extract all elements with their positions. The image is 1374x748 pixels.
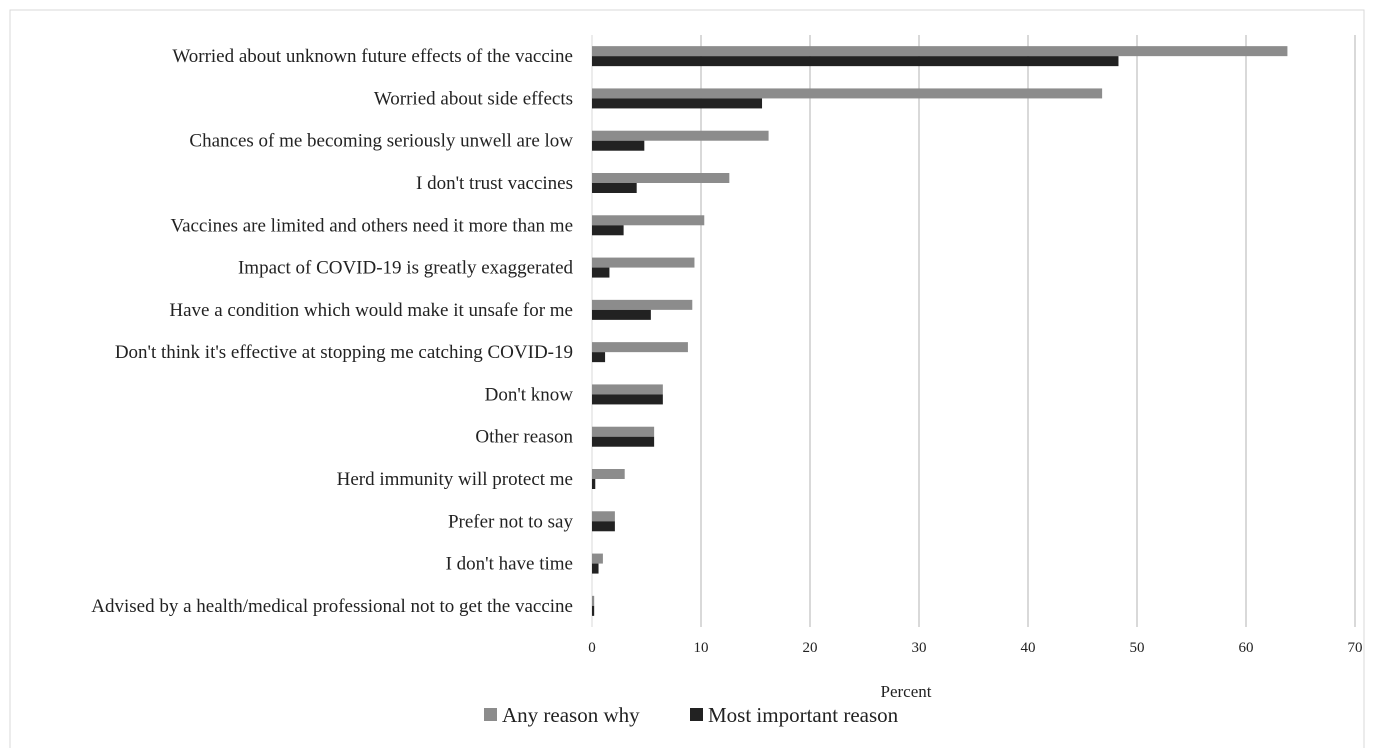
bar-any-reason [592, 257, 695, 268]
bar-any-reason [592, 215, 705, 226]
category-label: Vaccines are limited and others need it … [170, 215, 573, 236]
category-label: Have a condition which would make it uns… [169, 300, 573, 321]
category-label: Chances of me becoming seriously unwell … [189, 131, 573, 152]
x-tick-label: 70 [1348, 640, 1363, 656]
bar-any-reason [592, 342, 688, 353]
category-label: Impact of COVID-19 is greatly exaggerate… [238, 258, 574, 279]
legend-swatch [690, 708, 703, 721]
legend-label: Any reason why [502, 703, 640, 727]
bar-any-reason [592, 553, 603, 564]
bar-most-important [592, 225, 624, 236]
x-tick-label: 10 [694, 640, 709, 656]
legend-label: Most important reason [708, 703, 899, 727]
gridlines [591, 35, 1356, 627]
bar-most-important [592, 479, 596, 489]
category-label: I don't trust vaccines [416, 173, 573, 194]
bar-most-important [592, 352, 606, 363]
x-axis-title: Percent [881, 682, 932, 701]
category-label: Other reason [475, 427, 573, 448]
x-tick-label: 60 [1239, 640, 1254, 656]
bar-any-reason [592, 511, 615, 522]
category-label: Herd immunity will protect me [337, 469, 573, 490]
bar-most-important [592, 521, 615, 532]
category-label: Worried about unknown future effects of … [172, 46, 573, 67]
bar-any-reason [592, 595, 595, 606]
bar-most-important [592, 140, 645, 151]
category-label: I don't have time [446, 554, 573, 575]
x-tick-label: 50 [1130, 640, 1145, 656]
category-label: Worried about side effects [374, 88, 573, 109]
bar-most-important [592, 436, 655, 447]
x-tick-label: 30 [912, 640, 927, 656]
category-label: Don't know [485, 384, 574, 405]
bar-any-reason [592, 173, 730, 183]
category-label: Don't think it's effective at stopping m… [115, 342, 573, 363]
bar-most-important [592, 394, 663, 405]
x-tick-label: 0 [588, 640, 596, 656]
bar-most-important [592, 183, 637, 193]
bar-any-reason [592, 384, 663, 395]
bar-any-reason [592, 426, 655, 437]
bar-any-reason [592, 299, 693, 310]
bar-most-important [592, 563, 599, 574]
bar-most-important [592, 605, 595, 616]
bar-most-important [592, 267, 610, 278]
bar-most-important [592, 309, 651, 320]
bar-most-important [592, 56, 1119, 67]
bar-most-important [592, 98, 763, 109]
category-label: Prefer not to say [448, 511, 574, 532]
bar-any-reason [592, 88, 1103, 99]
x-tick-label: 20 [803, 640, 818, 656]
category-labels: Worried about unknown future effects of … [91, 46, 573, 617]
category-label: Advised by a health/medical professional… [91, 596, 573, 617]
x-tick-label: 40 [1021, 640, 1036, 656]
legend-swatch [484, 708, 497, 721]
bars [592, 46, 1288, 616]
bar-any-reason [592, 130, 769, 141]
chart-frame [9, 9, 1365, 748]
bar-any-reason [592, 469, 625, 479]
bar-any-reason [592, 46, 1288, 57]
legend: Any reason why Most important reason [484, 703, 899, 727]
x-tick-labels: 0 10 20 30 40 50 60 70 [588, 640, 1362, 656]
